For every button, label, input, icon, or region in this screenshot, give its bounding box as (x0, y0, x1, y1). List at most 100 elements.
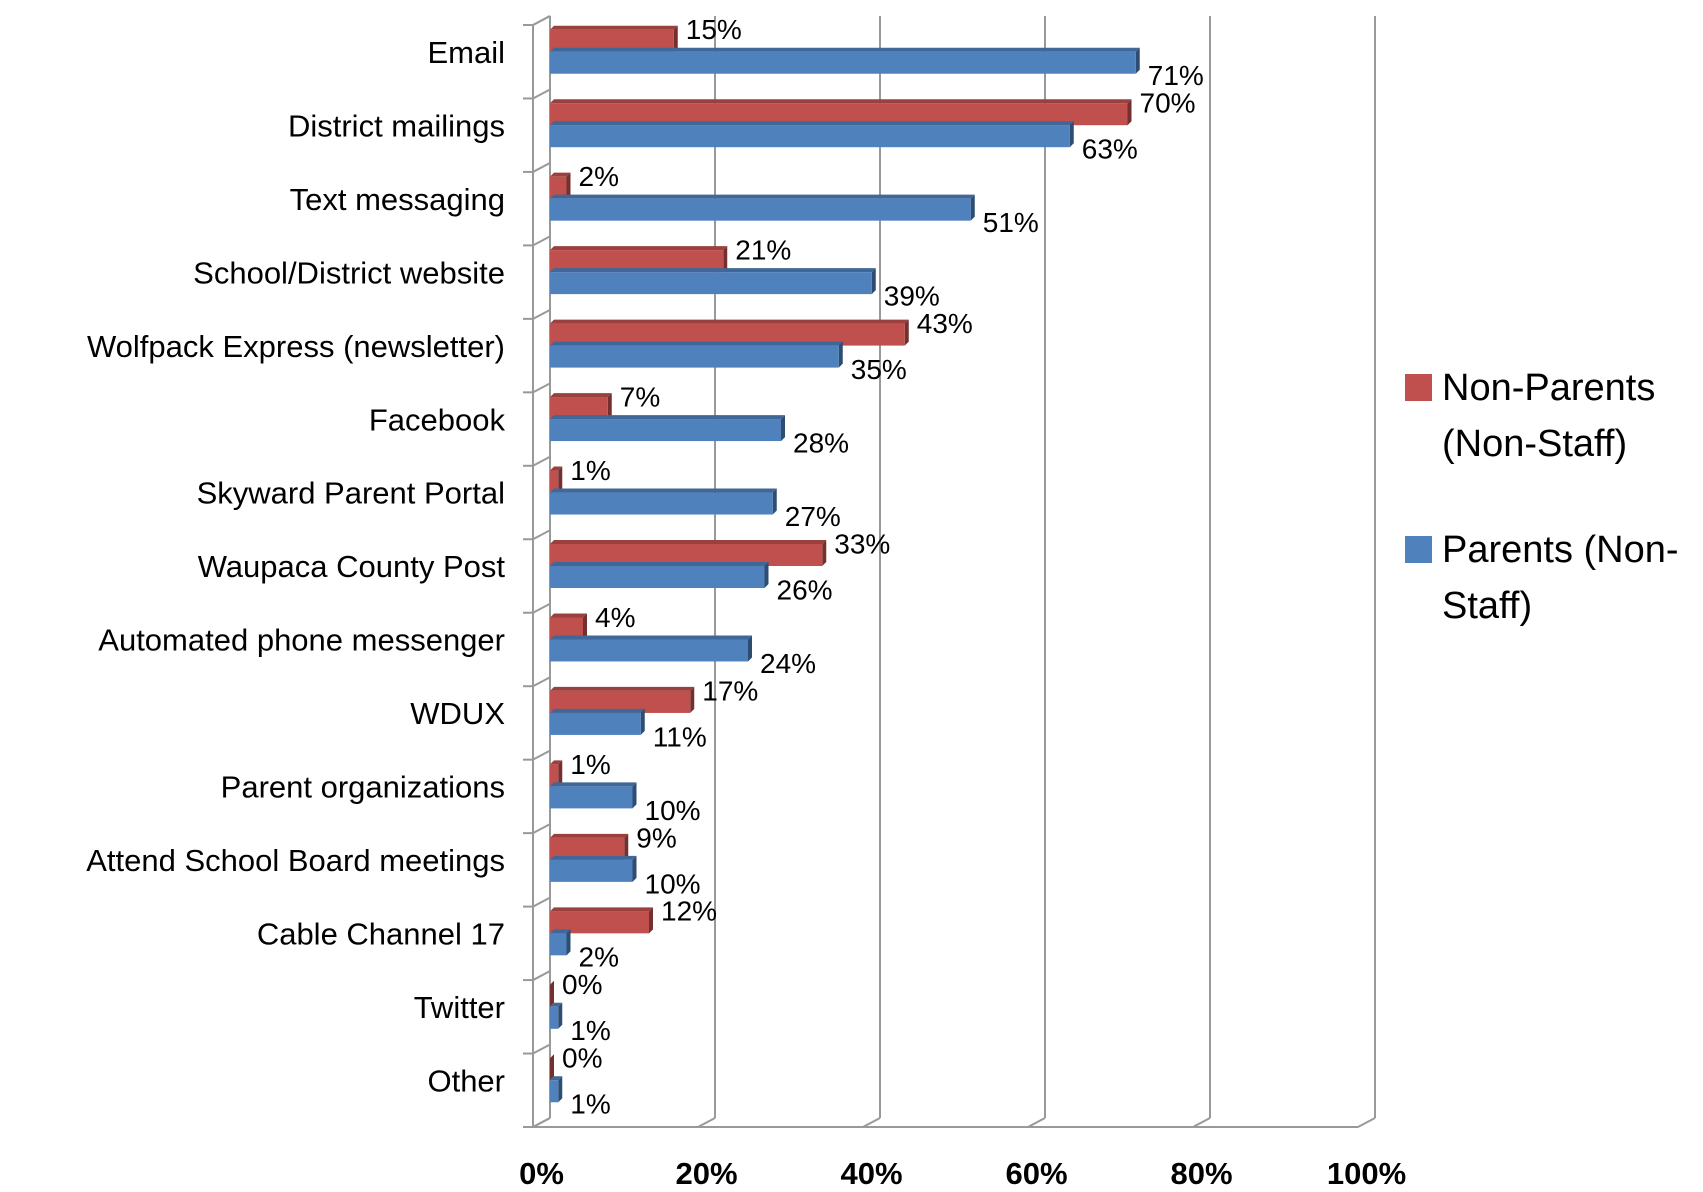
category-label: Parent organizations (221, 770, 505, 805)
legend-label: Parents (Non-Staff) (1442, 529, 1679, 627)
category-tick-side (532, 162, 551, 173)
bar-face (550, 1006, 559, 1029)
bar-top (550, 246, 728, 251)
bar-face (550, 1080, 559, 1103)
category-label: Other (427, 1063, 505, 1098)
bar (550, 833, 629, 860)
category-label: School/District website (193, 255, 505, 290)
legend-swatch (1405, 374, 1432, 401)
data-label: 10% (645, 868, 701, 899)
legend-item: Non-Parents (Non-Staff) (1405, 360, 1695, 472)
bar-side (871, 268, 876, 295)
bar (550, 25, 678, 52)
bar-top (550, 1076, 563, 1081)
category-tick-side (532, 896, 551, 908)
bar-side (550, 1054, 554, 1081)
bar (550, 1002, 563, 1029)
data-label: 71% (1148, 60, 1204, 91)
bar-face (550, 125, 1070, 148)
data-label: 35% (851, 354, 907, 385)
bar-face (550, 911, 649, 934)
category-label: WDUX (410, 696, 505, 731)
bar-face (550, 837, 625, 860)
legend-swatch (1405, 536, 1432, 563)
category-tick-side (532, 235, 551, 247)
data-label: 7% (620, 381, 660, 412)
bar-face (550, 859, 633, 882)
data-label: 1% (570, 1015, 610, 1046)
data-label: 24% (760, 648, 816, 679)
bar-face (550, 492, 773, 515)
bar-top (550, 1002, 563, 1007)
category-label: Facebook (369, 402, 506, 437)
bar-side (1127, 99, 1132, 126)
bar-face (550, 470, 559, 493)
bar-top (550, 562, 769, 566)
bar-top (550, 341, 843, 346)
bar (550, 686, 695, 713)
bar-side (566, 929, 571, 956)
bar (550, 488, 777, 515)
bar-side (607, 393, 612, 420)
bar-side (764, 562, 769, 588)
grid-floor-line (1357, 1117, 1376, 1128)
category-tick-side (532, 749, 551, 761)
data-label: 1% (570, 455, 610, 486)
data-label: 0% (562, 1043, 602, 1074)
bar-side (690, 686, 695, 713)
data-label: 21% (735, 235, 791, 266)
x-tick-label: 20% (675, 1156, 737, 1191)
bar-face (550, 764, 559, 787)
bar (550, 47, 1140, 74)
bar-top (550, 466, 563, 471)
category-label: Attend School Board meetings (86, 843, 505, 878)
bar (550, 980, 554, 1007)
bar-side (838, 341, 843, 368)
category-label: Automated phone messenger (98, 623, 505, 658)
data-label: 15% (686, 14, 742, 45)
bar-face (550, 786, 633, 809)
category-label: Wolfpack Express (newsletter) (87, 329, 505, 364)
bar-top (550, 833, 629, 838)
bar (550, 319, 909, 346)
bar-top (550, 319, 909, 324)
data-label: 1% (570, 1089, 610, 1120)
bar-top (550, 855, 637, 860)
bar-face (550, 103, 1128, 126)
bar-face (550, 323, 905, 346)
bar-side (558, 1002, 563, 1029)
data-label: 27% (785, 501, 841, 532)
data-label: 63% (1082, 134, 1138, 165)
category-tick-side (532, 676, 551, 688)
bar (550, 415, 785, 442)
category-tick-side (532, 970, 551, 981)
bar-top (550, 686, 695, 691)
bar-side (640, 708, 645, 735)
bar-face (550, 397, 608, 420)
bar (550, 121, 1074, 148)
bar (550, 393, 612, 420)
grid-floor-line (532, 1117, 551, 1128)
category-label: Waupaca County Post (198, 549, 506, 584)
category-label: District mailings (288, 108, 505, 143)
data-label: 51% (983, 207, 1039, 238)
bar-top (550, 393, 612, 398)
data-label: 26% (777, 574, 833, 605)
bar (550, 708, 645, 735)
bar-face (550, 419, 781, 442)
bar (550, 1076, 563, 1103)
bar (550, 246, 728, 273)
bar-side (558, 1076, 563, 1103)
bar-top (550, 760, 563, 765)
x-tick-label: 0% (519, 1156, 564, 1191)
bar-top (550, 782, 637, 787)
bar-top (550, 47, 1140, 52)
bar-top (550, 121, 1074, 126)
bar (550, 172, 571, 199)
data-label: 43% (917, 308, 973, 339)
bar-top (550, 635, 752, 640)
bar-side (822, 540, 827, 566)
data-label: 2% (579, 942, 619, 973)
